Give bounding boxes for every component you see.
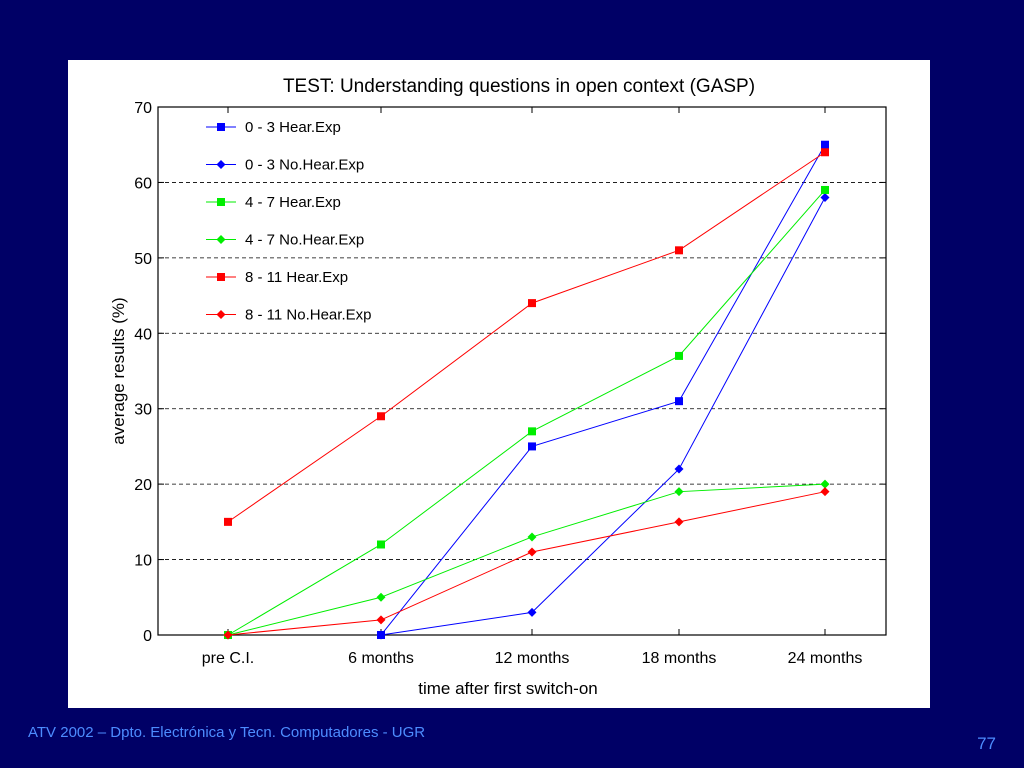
- legend-label: 8 - 11 Hear.Exp: [245, 269, 348, 286]
- y-tick-label: 70: [134, 100, 152, 117]
- y-tick-label: 10: [134, 553, 152, 570]
- data-point: [820, 479, 830, 489]
- data-point: [527, 547, 537, 557]
- legend-label: 8 - 11 No.Hear.Exp: [245, 307, 371, 324]
- data-point: [675, 397, 683, 406]
- legend-item: 0 - 3 Hear.Exp: [206, 119, 341, 136]
- x-axis-label: time after first switch-on: [418, 679, 598, 698]
- data-point: [223, 630, 233, 640]
- legend-label: 4 - 7 No.Hear.Exp: [245, 232, 364, 249]
- legend-item: 8 - 11 Hear.Exp: [206, 269, 348, 286]
- data-point: [376, 630, 386, 640]
- series-lines: [223, 140, 830, 640]
- chart-panel: TEST: Understanding questions in open co…: [68, 60, 930, 708]
- data-point: [820, 193, 830, 203]
- data-point: [528, 299, 536, 308]
- grid-lines: [158, 182, 886, 560]
- data-point: [224, 517, 232, 526]
- series-1: [377, 140, 829, 639]
- data-point: [821, 185, 829, 194]
- legend-item: 4 - 7 No.Hear.Exp: [206, 232, 364, 249]
- legend-marker: [216, 310, 226, 319]
- x-tick-label: 12 months: [495, 650, 570, 667]
- x-tick-label: 24 months: [788, 650, 863, 667]
- data-point: [377, 412, 385, 421]
- data-point: [674, 517, 684, 527]
- series-6: [223, 487, 830, 640]
- legend-marker: [216, 160, 226, 169]
- legend-label: 4 - 7 Hear.Exp: [245, 194, 341, 211]
- x-axis: pre C.I. 6 months 12 months 18 months 24 mon…: [202, 107, 863, 667]
- data-point: [821, 148, 829, 157]
- data-point: [528, 442, 536, 451]
- legend-item: 8 - 11 No.Hear.Exp: [206, 307, 371, 324]
- y-tick-label: 50: [134, 251, 152, 268]
- series-2: [376, 193, 830, 640]
- y-axis: 0 10 20 30 40 50 60 70: [134, 100, 886, 645]
- data-point: [821, 140, 829, 149]
- series-line: [380, 197, 826, 636]
- legend-label: 0 - 3 No.Hear.Exp: [245, 157, 364, 174]
- y-tick-label: 40: [134, 326, 152, 343]
- y-axis-label: average results (%): [109, 297, 128, 444]
- data-point: [376, 592, 386, 602]
- data-point: [675, 351, 683, 360]
- legend-label: 0 - 3 Hear.Exp: [245, 119, 341, 136]
- x-tick-label: 6 months: [348, 650, 414, 667]
- chart-title: TEST: Understanding questions in open co…: [283, 76, 755, 97]
- data-point: [528, 427, 536, 436]
- data-point: [527, 532, 537, 542]
- plot-frame: [157, 106, 887, 636]
- series-line: [227, 189, 826, 636]
- slide-footer: ATV 2002 – Dpto. Electrónica y Tecn. Com…: [28, 724, 426, 741]
- data-point: [674, 487, 684, 497]
- y-tick-label: 20: [134, 477, 152, 494]
- x-tick-label: 18 months: [642, 650, 717, 667]
- legend-marker: [217, 198, 225, 206]
- data-point: [674, 464, 684, 474]
- series-3: [224, 185, 829, 639]
- data-point: [377, 540, 385, 549]
- series-line: [380, 144, 826, 636]
- data-point: [675, 246, 683, 255]
- legend-marker: [216, 235, 226, 244]
- y-tick-label: 30: [134, 402, 152, 419]
- slide-number: 77: [977, 734, 996, 753]
- line-chart: TEST: Understanding questions in open co…: [109, 76, 887, 698]
- legend-item: 0 - 3 No.Hear.Exp: [206, 157, 364, 174]
- series-5: [224, 148, 829, 526]
- legend-marker: [217, 123, 225, 131]
- y-tick-label: 0: [143, 628, 152, 645]
- y-tick-label: 60: [134, 175, 152, 192]
- legend-item: 4 - 7 Hear.Exp: [206, 194, 341, 211]
- legend-marker: [217, 273, 225, 281]
- data-point: [376, 615, 386, 625]
- data-point: [820, 487, 830, 497]
- x-tick-label: pre C.I.: [202, 650, 254, 667]
- legend: 0 - 3 Hear.Exp 0 - 3 No.Hear.Exp 4 - 7 Hea…: [206, 119, 371, 324]
- data-point: [527, 607, 537, 617]
